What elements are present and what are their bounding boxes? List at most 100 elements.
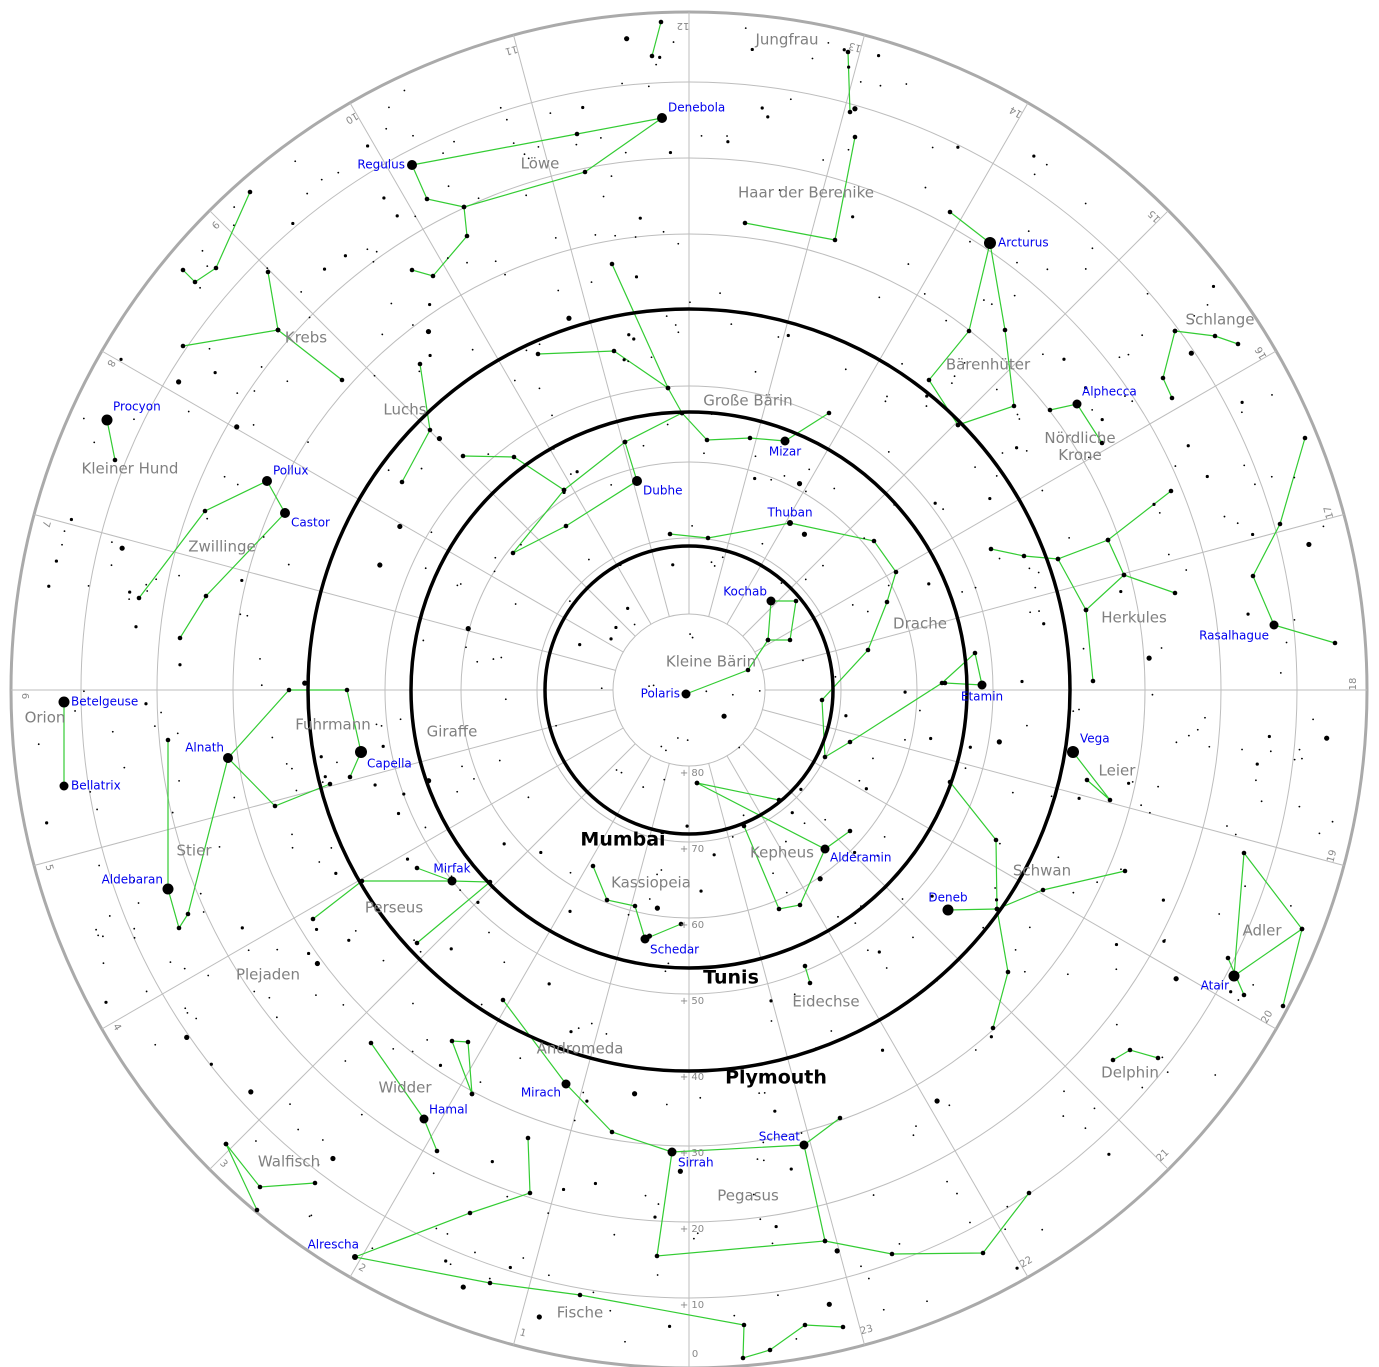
star-dot bbox=[381, 744, 385, 748]
ra-hour-label: 18 bbox=[1348, 678, 1359, 691]
star-dot bbox=[306, 192, 309, 195]
star-label: Atair bbox=[1201, 979, 1229, 993]
constellation-label: Andromeda bbox=[537, 1040, 624, 1058]
star-dot bbox=[621, 82, 623, 85]
named-star bbox=[1067, 746, 1079, 758]
star-dot bbox=[252, 424, 255, 426]
star-dot bbox=[321, 1139, 324, 1141]
star-dot bbox=[257, 1184, 263, 1190]
named-star bbox=[223, 753, 233, 763]
star-label: Capella bbox=[367, 757, 412, 771]
star-dot bbox=[926, 1300, 928, 1303]
star-dot bbox=[133, 418, 135, 421]
star-dot bbox=[209, 1062, 213, 1066]
star-dot bbox=[405, 857, 410, 861]
star-dot bbox=[604, 897, 610, 903]
star-dot bbox=[83, 690, 85, 693]
star-dot bbox=[1115, 1023, 1118, 1026]
star-dot bbox=[1160, 375, 1166, 381]
star-dot bbox=[199, 892, 202, 895]
star-dot bbox=[146, 590, 149, 592]
star-dot bbox=[691, 524, 694, 527]
constellation-line bbox=[354, 1137, 531, 1258]
star-dot bbox=[206, 517, 209, 520]
star-dot bbox=[1088, 456, 1090, 459]
star-dot bbox=[1032, 154, 1036, 158]
star-dot bbox=[1236, 522, 1239, 525]
star-dot bbox=[375, 723, 378, 726]
constellation-line bbox=[1085, 609, 1094, 682]
star-dot bbox=[536, 1314, 542, 1320]
star-dot bbox=[312, 1180, 318, 1186]
star-dot bbox=[974, 1049, 977, 1051]
star-dot bbox=[969, 1221, 971, 1224]
star-dot bbox=[575, 143, 578, 146]
star-dot bbox=[569, 1030, 573, 1034]
star-dot bbox=[61, 543, 63, 546]
star-dot bbox=[933, 501, 937, 505]
star-dot bbox=[1084, 386, 1088, 390]
star-dot bbox=[726, 140, 730, 144]
star-dot bbox=[614, 625, 618, 630]
star-dot bbox=[1148, 811, 1151, 814]
star-dot bbox=[538, 387, 541, 390]
star-label: Rasalhague bbox=[1199, 629, 1269, 643]
star-dot bbox=[905, 83, 908, 85]
constellation-line bbox=[182, 329, 279, 347]
star-dot bbox=[1015, 1266, 1019, 1270]
constellation-label: Große Bärin bbox=[703, 392, 792, 410]
constellation-line bbox=[502, 999, 673, 1153]
star-dot bbox=[506, 1195, 509, 1198]
star-dot bbox=[590, 863, 596, 869]
star-dot bbox=[342, 1003, 345, 1006]
star-dot bbox=[434, 1148, 440, 1154]
star-dot bbox=[995, 388, 998, 391]
constellation-label: Giraffe bbox=[427, 723, 478, 741]
star-dot bbox=[82, 417, 85, 420]
named-star bbox=[162, 883, 174, 895]
star-dot bbox=[889, 1251, 895, 1257]
star-dot bbox=[1270, 475, 1273, 478]
star-dot bbox=[634, 236, 637, 238]
star-dot bbox=[1208, 745, 1211, 748]
star-dot bbox=[1084, 777, 1090, 783]
star-dot bbox=[974, 466, 976, 468]
star-dot bbox=[772, 872, 774, 875]
star-dot bbox=[1254, 483, 1256, 486]
star-dot bbox=[600, 687, 603, 690]
star-dot bbox=[436, 435, 443, 442]
star-dot bbox=[847, 65, 851, 69]
star-dot bbox=[510, 550, 516, 556]
star-dot bbox=[343, 254, 348, 258]
star-dot bbox=[177, 635, 183, 641]
star-dot bbox=[866, 610, 869, 613]
star-dot bbox=[789, 98, 792, 101]
star-label: Aldebaran bbox=[102, 873, 163, 887]
star-dot bbox=[459, 583, 462, 585]
star-dot bbox=[634, 275, 639, 279]
star-label: Alphecca bbox=[1082, 385, 1137, 399]
constellation-label: Kleiner Hund bbox=[82, 460, 179, 478]
star-dot bbox=[418, 370, 421, 373]
star-dot bbox=[239, 613, 242, 616]
star-dot bbox=[1226, 825, 1228, 827]
star-dot bbox=[1114, 942, 1119, 947]
star-dot bbox=[622, 439, 628, 445]
star-dot bbox=[1004, 1228, 1007, 1231]
star-dot bbox=[677, 242, 680, 245]
star-dot bbox=[1166, 1071, 1169, 1074]
star-dot bbox=[710, 561, 713, 564]
star-dot bbox=[758, 689, 761, 692]
constellation-line bbox=[266, 480, 286, 514]
star-dot bbox=[1099, 440, 1105, 446]
star-dot bbox=[184, 1034, 190, 1041]
star-dot bbox=[1093, 1107, 1096, 1110]
star-dot bbox=[788, 1077, 790, 1080]
star-dot bbox=[223, 475, 226, 478]
constellation-line bbox=[1252, 437, 1306, 626]
star-dot bbox=[713, 565, 716, 567]
star-dot bbox=[733, 1314, 736, 1317]
star-dot bbox=[1026, 724, 1028, 727]
star-dot bbox=[514, 603, 517, 605]
constellation-label: Delphin bbox=[1101, 1064, 1159, 1082]
